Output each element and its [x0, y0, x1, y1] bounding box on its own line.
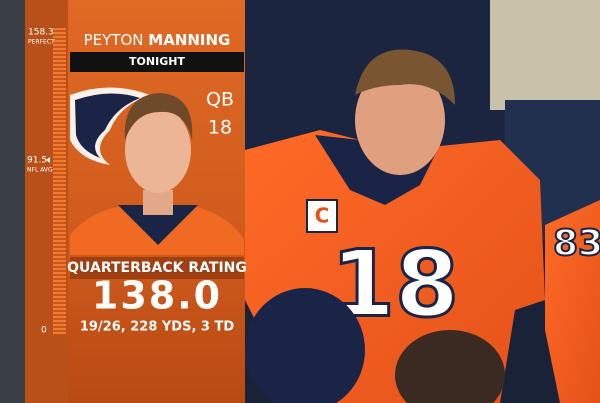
stat-line: 19/26, 228 YDS, 3 TD	[80, 320, 235, 335]
hair	[355, 49, 455, 105]
stat-label-bar	[70, 257, 244, 279]
period: TONIGHT	[129, 55, 185, 68]
gauge-bar	[53, 28, 66, 335]
teammate-number: 83	[553, 223, 600, 264]
headshot-hair	[124, 93, 193, 140]
headshot-face	[125, 107, 191, 193]
gauge-avg-arrow	[46, 157, 50, 163]
head	[355, 65, 445, 175]
team-logo-inner	[75, 93, 140, 158]
gauge-max-value: 158.3	[28, 28, 54, 38]
helmet	[245, 288, 365, 403]
scene-wall	[490, 0, 600, 110]
headshot-neck	[143, 190, 173, 215]
captain-patch	[306, 199, 338, 233]
teammate-jersey	[545, 200, 600, 403]
number: 18	[208, 117, 232, 139]
last-name: MANNING	[148, 31, 230, 49]
scene-left	[0, 0, 25, 403]
gauge-avg-label: NFL AVG	[27, 167, 53, 174]
player-name: PEYTON MANNING	[84, 31, 231, 49]
captain-letter: C	[315, 204, 330, 228]
gauge-max-label: PERFECT	[28, 39, 55, 46]
tonight-bar	[70, 52, 244, 72]
headshot-collar	[118, 205, 198, 245]
gauge-min: 0	[41, 326, 47, 336]
gauge-avg-value: 91.5	[27, 156, 47, 166]
stat-label: QUARTERBACK RATING	[67, 260, 247, 276]
first-name: PEYTON	[84, 31, 144, 49]
stat-value: 138.0	[92, 274, 222, 318]
position: QB	[206, 89, 234, 111]
head-foreground	[395, 330, 505, 403]
